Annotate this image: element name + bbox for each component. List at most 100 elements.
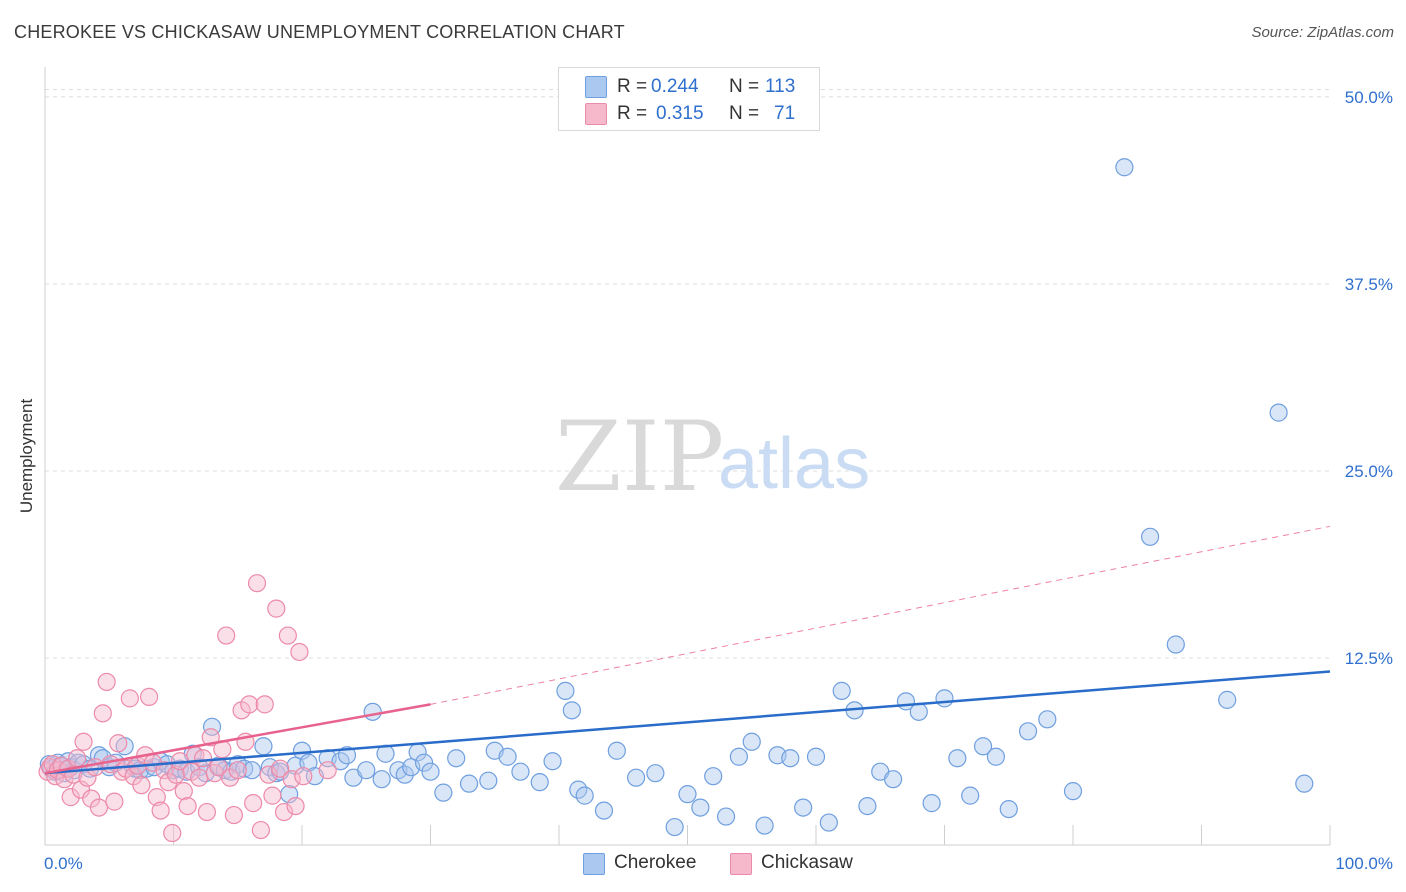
cherokee-point: [961, 786, 980, 805]
cherokee-point: [691, 798, 710, 817]
chickasaw-trend-line: [44, 703, 431, 775]
cherokee-point: [1218, 690, 1237, 709]
cherokee-point: [395, 765, 414, 784]
cherokee-point: [447, 749, 466, 768]
chickasaw-point: [240, 695, 259, 714]
cherokee-point: [363, 702, 382, 721]
cherokee-point: [819, 813, 838, 832]
x-tick-label: 0.0%: [44, 854, 83, 873]
chickasaw-swatch: [585, 103, 607, 125]
legend-label-chickasaw: Chickasaw: [761, 852, 853, 873]
chickasaw-legend-swatch: [730, 853, 752, 875]
stats-row-chickasaw: R = 0.315 N = 71: [559, 100, 819, 128]
r-label: R =: [617, 103, 648, 124]
r-label: R =: [617, 76, 648, 97]
chart-title: CHEROKEE VS CHICKASAW UNEMPLOYMENT CORRE…: [14, 22, 625, 42]
chickasaw-point: [217, 626, 236, 645]
cherokee-point: [562, 701, 581, 720]
x-tick-label: 100.0%: [1335, 854, 1393, 873]
chickasaw-point: [120, 689, 139, 708]
chickasaw-point: [139, 687, 159, 706]
chickasaw-point: [263, 786, 282, 805]
chickasaw-trend-extension: [430, 525, 1331, 705]
cherokee-point: [883, 770, 903, 789]
chickasaw-point: [220, 768, 240, 787]
cherokee-point: [414, 753, 434, 772]
y-tick-labels: 12.5% 25.0% 37.5% 50.0%: [1345, 88, 1393, 668]
n-label: N =: [729, 103, 760, 124]
y-tick-label: 37.5%: [1345, 275, 1393, 294]
cherokee-point: [678, 785, 697, 804]
cherokee-point: [543, 752, 562, 771]
cherokee-point: [357, 761, 376, 780]
chickasaw-point: [68, 749, 87, 768]
chickasaw-point: [159, 773, 178, 792]
cherokee-point: [626, 768, 646, 787]
y-tick-label: 25.0%: [1345, 462, 1393, 481]
cherokee-trend-line: [44, 670, 1331, 775]
x-tick-labels: 0.0% 100.0%: [44, 854, 1393, 873]
cherokee-point: [1295, 774, 1314, 793]
cherokee-point: [337, 746, 357, 765]
chickasaw-point: [251, 820, 270, 840]
cherokee-legend-swatch: [583, 853, 605, 875]
watermark-atlas: atlas: [718, 424, 870, 504]
chickasaw-point: [178, 796, 197, 816]
y-tick-label: 12.5%: [1345, 649, 1393, 668]
chickasaw-points: [38, 574, 337, 843]
cherokee-point: [479, 771, 498, 790]
chickasaw-point: [271, 759, 290, 778]
cherokee-point: [858, 796, 877, 816]
cherokee-point: [511, 762, 530, 781]
cherokee-point: [935, 689, 954, 708]
legend-label-cherokee: Cherokee: [614, 852, 697, 873]
cherokee-point: [781, 749, 800, 768]
cherokee-point: [1038, 710, 1057, 729]
x-axis: [44, 67, 1331, 846]
cherokee-point: [556, 681, 575, 700]
cherokee-point: [716, 807, 736, 826]
gridlines: [45, 88, 1330, 659]
cherokee-point: [1063, 782, 1083, 801]
r-value: 0.315: [656, 103, 704, 124]
cherokee-point: [922, 794, 941, 813]
cherokee-point: [498, 747, 517, 766]
cherokee-point: [1166, 635, 1185, 654]
chickasaw-point: [255, 695, 274, 714]
cherokee-point: [459, 774, 479, 793]
chickasaw-point: [267, 599, 286, 618]
cherokee-point: [1269, 403, 1288, 422]
chickasaw-point: [290, 642, 309, 662]
chickasaw-point: [151, 801, 170, 820]
cherokee-point: [999, 799, 1018, 819]
cherokee-point: [235, 759, 254, 778]
chickasaw-point: [74, 732, 93, 751]
cherokee-point: [832, 681, 851, 700]
cherokee-point: [1115, 158, 1134, 177]
cherokee-point: [909, 702, 928, 721]
chickasaw-point: [318, 761, 337, 780]
chickasaw-point: [97, 672, 116, 692]
chickasaw-point: [274, 802, 294, 822]
cherokee-point: [704, 767, 723, 786]
chickasaw-point: [147, 788, 166, 807]
cherokee-point: [665, 817, 684, 837]
chickasaw-point: [286, 796, 305, 816]
cherokee-point: [794, 798, 813, 817]
chickasaw-point: [201, 728, 220, 747]
chickasaw-point: [109, 734, 128, 753]
cherokee-point: [742, 732, 761, 751]
stats-row-cherokee: R = 0.244 N = 113: [559, 73, 819, 101]
chickasaw-point: [190, 768, 209, 787]
trend-lines: [44, 525, 1331, 775]
chickasaw-point: [155, 761, 174, 780]
cherokee-point: [755, 816, 774, 835]
chickasaw-point: [228, 761, 247, 780]
cherokee-point: [729, 747, 749, 766]
n-value: 113: [765, 76, 796, 97]
chickasaw-point: [197, 802, 217, 822]
n-value: 71: [774, 103, 796, 124]
cherokee-point: [254, 737, 273, 756]
cherokee-point: [607, 741, 626, 760]
